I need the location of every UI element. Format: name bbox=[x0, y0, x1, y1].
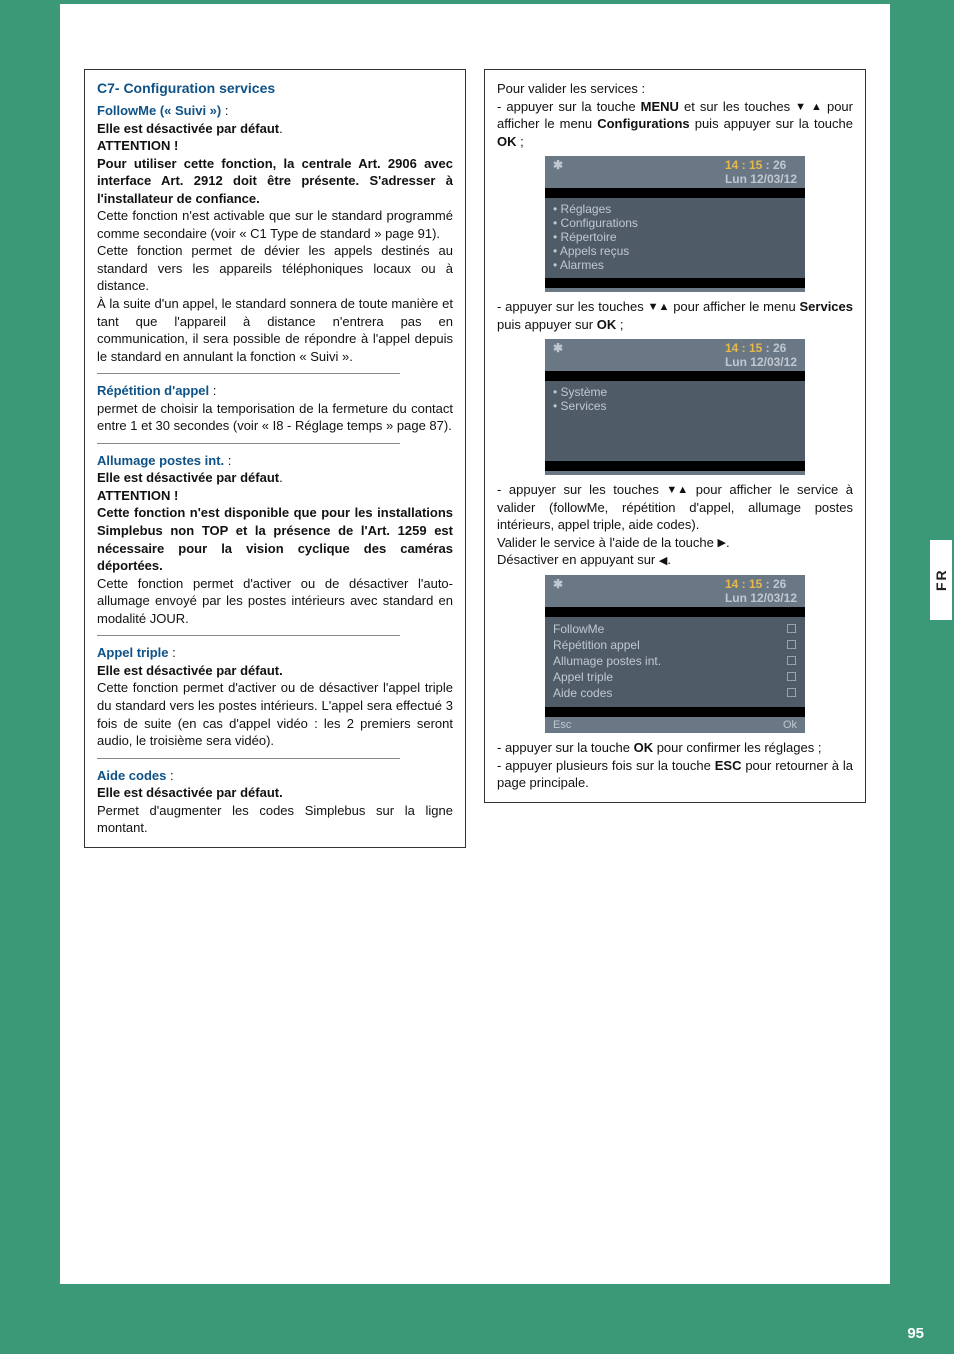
step4: - appuyer sur la touche OK pour confirme… bbox=[497, 739, 853, 792]
screen-3: ✱14 : 15 : 26Lun 12/03/12 FollowMe☐ Répé… bbox=[545, 575, 805, 733]
left-panel: C7- Configuration services FollowMe (« S… bbox=[84, 69, 466, 848]
down-icon: ▼ bbox=[795, 100, 806, 115]
right-column: Pour valider les services : - appuyer su… bbox=[484, 69, 866, 848]
screen-1: ✱14 : 15 : 26Lun 12/03/12 • Réglages • C… bbox=[545, 156, 805, 292]
appel-triple-block: Appel triple : Elle est désactivée par d… bbox=[97, 644, 453, 749]
aide-codes-block: Aide codes : Elle est désactivée par déf… bbox=[97, 767, 453, 837]
down-icon: ▼ bbox=[666, 483, 677, 498]
intro: Pour valider les services : - appuyer su… bbox=[497, 80, 853, 150]
step2: - appuyer sur les touches ▼▲ pour affich… bbox=[497, 298, 853, 333]
down-icon: ▼ bbox=[648, 300, 659, 315]
allumage-label: Allumage postes int. bbox=[97, 453, 224, 468]
repetition-block: Répétition d'appel : permet de choisir l… bbox=[97, 382, 453, 435]
followme-label: FollowMe (« Suivi ») bbox=[97, 103, 221, 118]
left-column: C7- Configuration services FollowMe (« S… bbox=[84, 69, 466, 848]
appel-triple-label: Appel triple bbox=[97, 645, 169, 660]
repetition-label: Répétition d'appel bbox=[97, 383, 209, 398]
up-icon: ▲ bbox=[811, 100, 822, 115]
step3: - appuyer sur les touches ▼▲ pour affich… bbox=[497, 481, 853, 569]
right-panel: Pour valider les services : - appuyer su… bbox=[484, 69, 866, 803]
language-tab: FR bbox=[930, 540, 952, 620]
right-icon: ▶ bbox=[717, 536, 725, 551]
aide-codes-label: Aide codes bbox=[97, 768, 166, 783]
up-icon: ▲ bbox=[677, 483, 688, 498]
columns: C7- Configuration services FollowMe (« S… bbox=[60, 4, 890, 868]
up-icon: ▲ bbox=[658, 300, 669, 315]
followme-block: FollowMe (« Suivi ») : Elle est désactiv… bbox=[97, 102, 453, 365]
page: C7- Configuration services FollowMe (« S… bbox=[60, 4, 890, 1284]
screen-2: ✱14 : 15 : 26Lun 12/03/12 • Système • Se… bbox=[545, 339, 805, 475]
section-title: C7- Configuration services bbox=[97, 80, 453, 96]
page-number: 95 bbox=[907, 1325, 924, 1342]
allumage-block: Allumage postes int. : Elle est désactiv… bbox=[97, 452, 453, 627]
